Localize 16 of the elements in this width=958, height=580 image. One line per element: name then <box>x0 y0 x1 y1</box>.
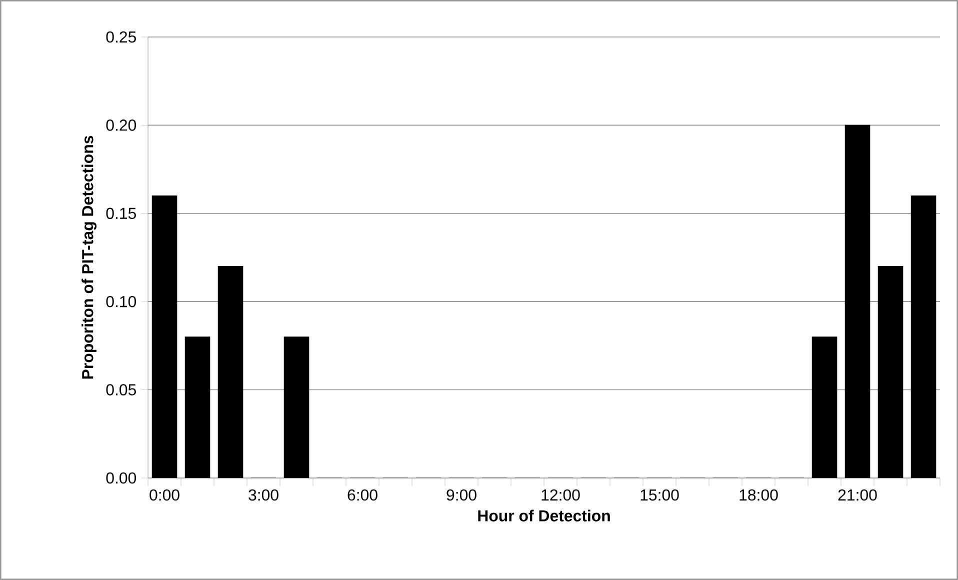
x-tick-label: 21:00 <box>838 489 877 501</box>
x-tick-label: 9:00 <box>446 489 476 501</box>
y-tick-label: 0.05 <box>106 384 136 396</box>
y-tick-label: 0.10 <box>106 296 136 308</box>
y-tick-label: 0.15 <box>106 208 136 220</box>
x-tick-label: 6:00 <box>348 489 378 501</box>
x-tick-label: 12:00 <box>542 489 580 501</box>
y-tick-label: 0.20 <box>106 120 136 131</box>
y-tick-label: 0.25 <box>106 31 136 43</box>
y-tick-label: 0.00 <box>106 472 136 484</box>
y-axis-title: Proporiton of PIT-tag Detections <box>82 136 96 379</box>
x-tick-label: 15:00 <box>640 489 679 501</box>
x-tick-label: 0:00 <box>150 489 180 501</box>
x-tick-label: 3:00 <box>248 489 278 501</box>
x-tick-label: 18:00 <box>740 489 778 501</box>
x-axis-title: Hour of Detection <box>478 510 610 522</box>
